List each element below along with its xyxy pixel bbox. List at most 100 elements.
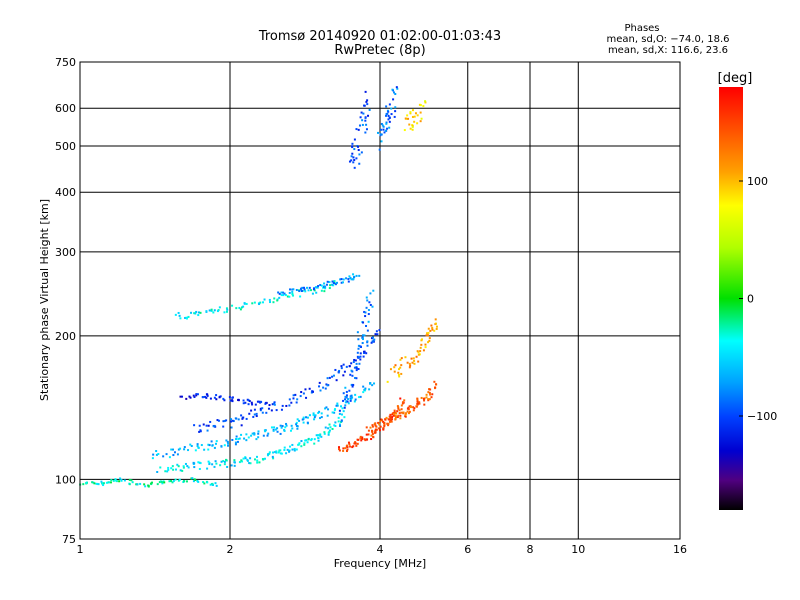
scatter-point bbox=[374, 431, 377, 434]
scatter-point bbox=[268, 404, 271, 407]
scatter-point bbox=[223, 311, 226, 314]
scatter-point bbox=[319, 417, 322, 420]
scatter-point bbox=[285, 404, 288, 407]
scatter-point bbox=[349, 395, 352, 398]
scatter-point bbox=[428, 391, 431, 394]
scatter-point bbox=[211, 482, 214, 485]
scatter-point bbox=[226, 440, 229, 443]
scatter-point bbox=[290, 401, 293, 404]
scatter-point bbox=[241, 306, 244, 309]
scatter-point bbox=[267, 407, 270, 410]
scatter-point bbox=[380, 133, 383, 136]
scatter-point bbox=[359, 355, 362, 358]
scatter-point bbox=[386, 422, 389, 425]
scatter-point bbox=[283, 292, 286, 295]
scatter-point bbox=[233, 461, 236, 464]
scatter-point bbox=[255, 455, 258, 458]
scatter-point bbox=[400, 372, 403, 375]
scatter-point bbox=[257, 436, 260, 439]
scatter-point bbox=[338, 448, 341, 451]
scatter-point bbox=[355, 274, 358, 277]
scatter-point bbox=[229, 399, 232, 402]
scatter-point bbox=[352, 161, 355, 164]
scatter-point bbox=[183, 446, 186, 449]
scatter-point bbox=[369, 426, 372, 429]
scatter-point bbox=[393, 411, 396, 414]
scatter-point bbox=[409, 127, 412, 130]
scatter-point bbox=[269, 301, 272, 304]
scatter-point bbox=[355, 128, 358, 131]
scatter-point bbox=[411, 361, 414, 364]
scatter-point bbox=[202, 423, 205, 426]
scatter-point bbox=[364, 439, 367, 442]
scatter-point bbox=[182, 466, 185, 469]
scatter-point bbox=[413, 120, 416, 123]
scatter-point bbox=[327, 427, 330, 430]
scatter-point bbox=[362, 355, 365, 358]
y-tick-label: 400 bbox=[55, 186, 76, 199]
scatter-point bbox=[415, 405, 418, 408]
scatter-point bbox=[264, 401, 267, 404]
scatter-point bbox=[262, 301, 265, 304]
scatter-point bbox=[213, 309, 216, 312]
scatter-point bbox=[213, 424, 216, 427]
y-tick-label: 75 bbox=[62, 533, 76, 546]
scatter-point bbox=[365, 306, 368, 309]
scatter-point bbox=[350, 362, 353, 365]
scatter-point bbox=[243, 302, 246, 305]
scatter-point bbox=[404, 356, 407, 359]
scatter-point bbox=[120, 478, 123, 481]
scatter-point bbox=[369, 303, 372, 306]
scatter-point bbox=[294, 393, 297, 396]
scatter-point bbox=[378, 429, 381, 432]
scatter-point bbox=[159, 466, 162, 469]
scatter-point bbox=[181, 469, 184, 472]
scatter-point bbox=[289, 445, 292, 448]
scatter-point bbox=[399, 397, 402, 400]
scatter-point bbox=[383, 425, 386, 428]
scatter-point bbox=[328, 430, 331, 433]
scatter-point bbox=[431, 393, 434, 396]
scatter-point bbox=[343, 370, 346, 373]
scatter-point bbox=[201, 396, 204, 399]
scatter-point bbox=[417, 360, 420, 363]
scatter-point bbox=[336, 402, 339, 405]
scatter-point bbox=[424, 100, 427, 103]
scatter-point bbox=[123, 479, 126, 482]
scatter-point bbox=[350, 155, 353, 158]
scatter-point bbox=[276, 299, 279, 302]
scatter-point bbox=[295, 421, 298, 424]
scatter-point bbox=[82, 483, 85, 486]
scatter-point bbox=[274, 451, 277, 454]
scatter-point bbox=[326, 280, 329, 283]
scatter-point bbox=[319, 433, 322, 436]
x-tick-label: 2 bbox=[227, 543, 234, 556]
scatter-point bbox=[416, 400, 419, 403]
scatter-point bbox=[242, 457, 245, 460]
scatter-point bbox=[253, 301, 256, 304]
scatter-point bbox=[263, 298, 266, 301]
scatter-point bbox=[340, 419, 343, 422]
scatter-point bbox=[130, 479, 133, 482]
scatter-point bbox=[220, 445, 223, 448]
scatter-point bbox=[338, 412, 341, 415]
scatter-point bbox=[382, 125, 385, 128]
scatter-point bbox=[179, 317, 182, 320]
scatter-point bbox=[225, 439, 228, 442]
scatter-point bbox=[273, 402, 276, 405]
scatter-point bbox=[190, 311, 193, 314]
scatter-point bbox=[433, 380, 436, 383]
scatter-point bbox=[102, 482, 105, 485]
scatter-point bbox=[279, 449, 282, 452]
scatter-point bbox=[296, 418, 299, 421]
scatter-point bbox=[387, 110, 390, 113]
scatter-point bbox=[197, 461, 200, 464]
scatter-point bbox=[396, 410, 399, 413]
scatter-point bbox=[238, 306, 241, 309]
scatter-point bbox=[206, 467, 209, 470]
scatter-point bbox=[313, 438, 316, 441]
scatter-point bbox=[283, 449, 286, 452]
scatter-point bbox=[278, 292, 281, 295]
scatter-point bbox=[382, 427, 385, 430]
scatter-point bbox=[173, 451, 176, 454]
